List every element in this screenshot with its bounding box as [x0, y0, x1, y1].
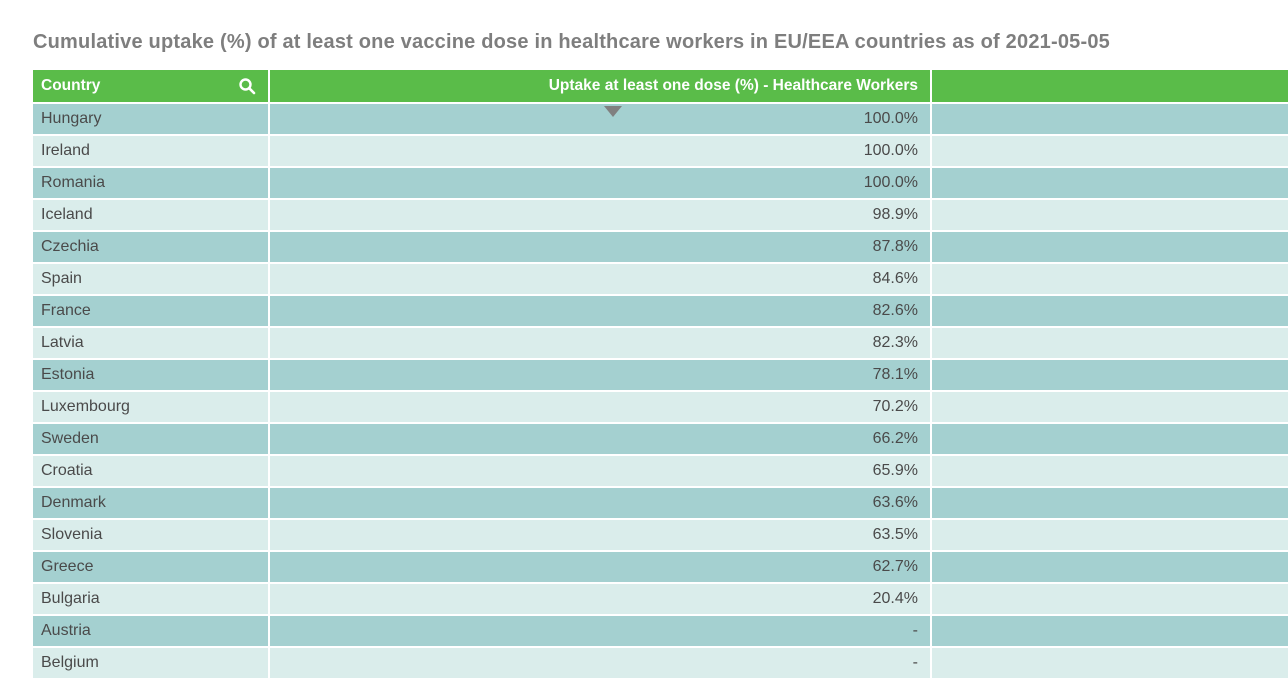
table-row: Iceland 98.9%: [33, 200, 1288, 232]
uptake-value-cell: -: [270, 616, 932, 648]
table-row: Latvia 82.3%: [33, 328, 1288, 360]
uptake-value-cell: 65.9%: [270, 456, 932, 488]
country-cell: Romania: [33, 168, 270, 200]
empty-cell: [932, 328, 1288, 360]
country-cell: Slovenia: [33, 520, 270, 552]
country-cell: Hungary: [33, 104, 270, 136]
empty-cell: [932, 104, 1288, 136]
uptake-value-cell: 62.7%: [270, 552, 932, 584]
uptake-value-cell: 78.1%: [270, 360, 932, 392]
empty-cell: [932, 360, 1288, 392]
empty-cell: [932, 136, 1288, 168]
table-row: France 82.6%: [33, 296, 1288, 328]
empty-cell: [932, 232, 1288, 264]
column-header-uptake-label: Uptake at least one dose (%) - Healthcar…: [548, 77, 918, 94]
empty-cell: [932, 456, 1288, 488]
table-row: Denmark 63.6%: [33, 488, 1288, 520]
country-cell: Austria: [33, 616, 270, 648]
country-cell: Luxembourg: [33, 392, 270, 424]
country-cell: Czechia: [33, 232, 270, 264]
table-row: Slovenia 63.5%: [33, 520, 1288, 552]
country-cell: Sweden: [33, 424, 270, 456]
country-cell: Estonia: [33, 360, 270, 392]
search-icon[interactable]: [238, 77, 256, 95]
table-row: Bulgaria 20.4%: [33, 584, 1288, 616]
table-row: Greece 62.7%: [33, 552, 1288, 584]
uptake-value-cell: 66.2%: [270, 424, 932, 456]
empty-cell: [932, 424, 1288, 456]
country-cell: Denmark: [33, 488, 270, 520]
table-row: Spain 84.6%: [33, 264, 1288, 296]
table-row: Romania 100.0%: [33, 168, 1288, 200]
uptake-value-cell: 70.2%: [270, 392, 932, 424]
table-row: Estonia 78.1%: [33, 360, 1288, 392]
data-table: Country Uptake at least one dose (%) - H…: [33, 70, 1288, 680]
uptake-value-cell: 98.9%: [270, 200, 932, 232]
uptake-value-cell: 84.6%: [270, 264, 932, 296]
empty-cell: [932, 264, 1288, 296]
uptake-table: Country Uptake at least one dose (%) - H…: [33, 70, 1288, 680]
empty-cell: [932, 616, 1288, 648]
table-row: Austria -: [33, 616, 1288, 648]
uptake-value-cell: 100.0%: [270, 168, 932, 200]
uptake-value-cell: 100.0%: [270, 136, 932, 168]
uptake-value-cell: 82.3%: [270, 328, 932, 360]
empty-cell: [932, 488, 1288, 520]
table-row: Hungary 100.0%: [33, 104, 1288, 136]
empty-cell: [932, 584, 1288, 616]
uptake-value-cell: 100.0%: [270, 104, 932, 136]
empty-cell: [932, 392, 1288, 424]
uptake-value-cell: 82.6%: [270, 296, 932, 328]
uptake-value-cell: 20.4%: [270, 584, 932, 616]
column-header-uptake[interactable]: Uptake at least one dose (%) - Healthcar…: [270, 70, 932, 104]
empty-cell: [932, 520, 1288, 552]
country-cell: Spain: [33, 264, 270, 296]
table-row: Croatia 65.9%: [33, 456, 1288, 488]
column-header-extra: [932, 70, 1288, 104]
column-header-country-label: Country: [41, 77, 101, 94]
empty-cell: [932, 648, 1288, 680]
country-cell: Bulgaria: [33, 584, 270, 616]
country-cell: Greece: [33, 552, 270, 584]
uptake-value-cell: 63.5%: [270, 520, 932, 552]
page-title: Cumulative uptake (%) of at least one va…: [33, 31, 1110, 53]
country-cell: France: [33, 296, 270, 328]
empty-cell: [932, 552, 1288, 584]
country-cell: Iceland: [33, 200, 270, 232]
table-row: Luxembourg 70.2%: [33, 392, 1288, 424]
sort-descending-icon: [604, 106, 622, 117]
column-header-country[interactable]: Country: [33, 70, 270, 104]
empty-cell: [932, 168, 1288, 200]
country-cell: Ireland: [33, 136, 270, 168]
empty-cell: [932, 296, 1288, 328]
country-cell: Belgium: [33, 648, 270, 680]
table-row: Sweden 66.2%: [33, 424, 1288, 456]
table-row: Ireland 100.0%: [33, 136, 1288, 168]
country-cell: Latvia: [33, 328, 270, 360]
uptake-value-cell: 87.8%: [270, 232, 932, 264]
table-row: Czechia 87.8%: [33, 232, 1288, 264]
uptake-value-cell: 63.6%: [270, 488, 932, 520]
country-cell: Croatia: [33, 456, 270, 488]
uptake-value-cell: -: [270, 648, 932, 680]
header-row: Country Uptake at least one dose (%) - H…: [33, 70, 1288, 104]
empty-cell: [932, 200, 1288, 232]
table-row: Belgium -: [33, 648, 1288, 680]
